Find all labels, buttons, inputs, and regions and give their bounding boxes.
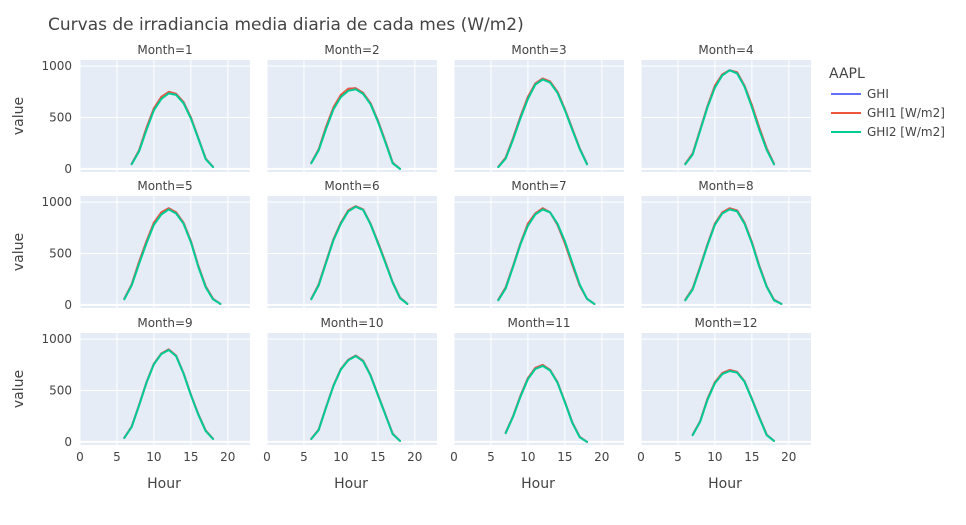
plot-background [267, 333, 437, 445]
series-line-ghi2 [123, 208, 222, 305]
series-line-ghi2 [684, 208, 783, 305]
x-tick-label: 0 [450, 450, 458, 464]
x-axis-title: Hour [521, 476, 555, 492]
facet-label: Month=2 [324, 43, 379, 57]
series-line-ghi2 [123, 349, 214, 440]
legend-label: GHI2 [W/m2] [867, 125, 945, 139]
x-axis-title: Hour [334, 476, 368, 492]
x-tick-label: 15 [744, 450, 759, 464]
series-line-ghi2 [504, 364, 588, 443]
plot-background [80, 60, 250, 172]
facet-panel-6: Month=6 [266, 179, 437, 308]
facet-label: Month=8 [698, 179, 753, 193]
series-line-ghi2 [130, 92, 214, 169]
y-axis-title: value [11, 370, 27, 408]
series-line-ghi2 [310, 205, 409, 305]
facet-label: Month=1 [137, 43, 192, 57]
x-tick-label: 5 [300, 450, 308, 464]
facet-label: Month=9 [137, 316, 192, 330]
facet-panel-5: Month=5 0 500 1000 value [11, 179, 250, 312]
x-tick-label: 10 [146, 450, 161, 464]
legend-title: AAPL [829, 66, 865, 82]
series-line-ghi2 [310, 355, 401, 442]
plot-background [267, 60, 437, 172]
facet-panel-3: Month=3 [453, 43, 624, 172]
facet-label: Month=10 [321, 316, 384, 330]
plot-background [454, 196, 624, 308]
y-axis-title: value [11, 97, 27, 135]
x-tick-label: 10 [707, 450, 722, 464]
facet-panel-8: Month=8 [640, 179, 811, 308]
series-line-ghi2 [497, 78, 588, 169]
x-tick-label: 15 [183, 450, 198, 464]
legend-item-3[interactable]: GHI2 [W/m2] [831, 125, 945, 139]
x-tick-label: 0 [637, 450, 645, 464]
plot-background [641, 196, 811, 308]
facet-label: Month=7 [511, 179, 566, 193]
facet-label: Month=3 [511, 43, 566, 57]
y-axis-title: value [11, 233, 27, 271]
x-tick-label: 20 [220, 450, 235, 464]
x-tick-label: 5 [674, 450, 682, 464]
legend-item-1[interactable]: GHI [831, 87, 889, 101]
plot-background [454, 60, 624, 172]
facet-label: Month=12 [695, 316, 758, 330]
x-tick-label: 0 [76, 450, 84, 464]
legend[interactable]: AAPL GHI GHI1 [W/m2] GHI2 [W/m2] [829, 66, 945, 139]
y-tick-label: 1000 [41, 332, 72, 346]
x-tick-label: 15 [370, 450, 385, 464]
y-tick-label: 1000 [41, 195, 72, 209]
plot-background [454, 333, 624, 445]
facet-label: Month=6 [324, 179, 379, 193]
x-tick-label: 5 [487, 450, 495, 464]
y-tick-label: 1000 [41, 59, 72, 73]
x-axis-title: Hour [708, 476, 742, 492]
y-tick-label: 500 [49, 384, 72, 398]
x-tick-label: 10 [520, 450, 535, 464]
facet-panel-12: Month=12 0 5 10 15 20 Hour [637, 316, 811, 492]
plot-background [641, 60, 811, 172]
y-tick-label: 500 [49, 111, 72, 125]
facet-label: Month=5 [137, 179, 192, 193]
x-tick-label: 20 [594, 450, 609, 464]
facet-panel-4: Month=4 [640, 43, 811, 172]
facet-label: Month=4 [698, 43, 753, 57]
plot-background [80, 196, 250, 308]
x-tick-label: 20 [781, 450, 796, 464]
series-line-ghi2 [684, 69, 775, 166]
plot-background [267, 196, 437, 308]
legend-label: GHI1 [W/m2] [867, 106, 945, 120]
facet-panel-11: Month=11 0 5 10 15 20 Hour [450, 316, 624, 492]
facet-panel-10: Month=10 0 5 10 15 20 Hour [263, 316, 437, 492]
legend-label: GHI [867, 87, 889, 101]
series-line-ghi2 [497, 208, 596, 305]
x-axis-title: Hour [147, 476, 181, 492]
series-line-ghi2 [691, 370, 775, 442]
facet-label: Month=11 [508, 316, 571, 330]
chart-title: Curvas de irradiancia media diaria de ca… [48, 15, 524, 35]
x-tick-label: 0 [263, 450, 271, 464]
facet-panel-7: Month=7 [453, 179, 624, 308]
y-tick-label: 0 [64, 435, 72, 449]
y-tick-label: 0 [64, 162, 72, 176]
y-tick-label: 0 [64, 298, 72, 312]
facet-panel-9: Month=9 0 500 1000 value 0 5 10 15 20 Hour [11, 316, 250, 492]
series-line-ghi2 [310, 88, 401, 170]
x-tick-label: 20 [407, 450, 422, 464]
legend-item-2[interactable]: GHI1 [W/m2] [831, 106, 945, 120]
y-tick-label: 500 [49, 247, 72, 261]
x-tick-label: 15 [557, 450, 572, 464]
x-tick-label: 10 [333, 450, 348, 464]
facet-panel-2: Month=2 [266, 43, 437, 172]
plot-background [641, 333, 811, 445]
facet-panel-1: Month=1 0 500 1000 value [11, 43, 250, 176]
x-tick-label: 5 [113, 450, 121, 464]
plot-background [80, 333, 250, 445]
